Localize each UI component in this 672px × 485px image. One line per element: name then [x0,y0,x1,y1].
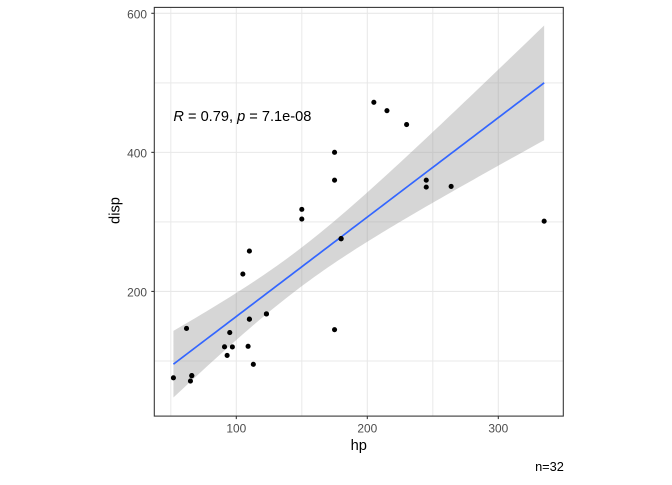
svg-text:400: 400 [127,147,147,161]
svg-text:600: 600 [127,8,147,22]
svg-text:200: 200 [357,422,377,436]
svg-text:disp: disp [107,197,123,224]
svg-text:n=32: n=32 [535,459,564,474]
svg-text:R = 0.79, p = 7.1e-08: R = 0.79, p = 7.1e-08 [173,109,311,125]
svg-text:200: 200 [127,286,147,300]
svg-text:hp: hp [351,438,367,454]
svg-text:300: 300 [488,422,508,436]
svg-text:100: 100 [226,422,246,436]
